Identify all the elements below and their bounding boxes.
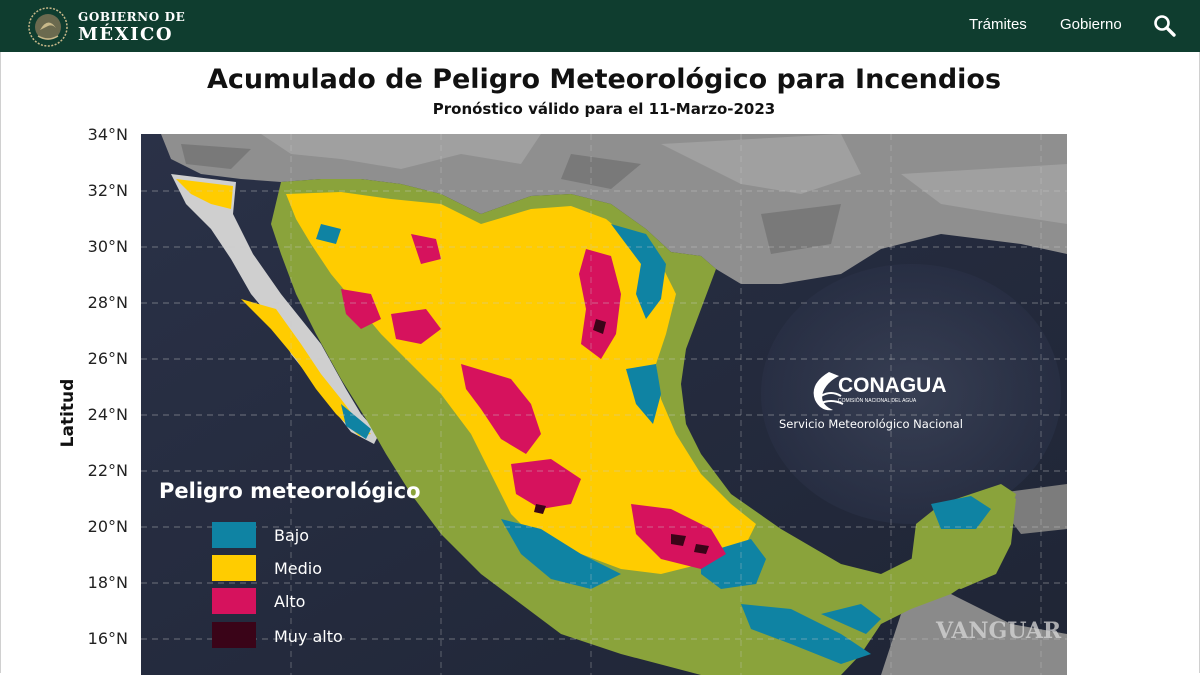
conagua-name: CONAGUA <box>838 374 947 397</box>
lat-tick-16: 16°N <box>87 629 128 648</box>
legend-label-medio: Medio <box>274 559 322 578</box>
fire-danger-map: CONAGUA COMISIÓN NACIONAL DEL AGUA Servi… <box>141 134 1067 675</box>
conagua-tagline: COMISIÓN NACIONAL DEL AGUA <box>838 397 917 404</box>
lat-tick-28: 28°N <box>87 293 128 312</box>
brand-line-2: MÉXICO <box>78 24 174 45</box>
usa-dark-texture <box>181 144 841 254</box>
legend-label-alto: Alto <box>274 592 305 611</box>
brand-line-1: GOBIERNO DE <box>78 10 186 24</box>
longitude-gridlines <box>290 134 1042 675</box>
legend-swatch-muy-alto <box>212 622 256 648</box>
lat-tick-18: 18°N <box>87 573 128 592</box>
legend: Peligro meteorológico Bajo Medio Alto Mu… <box>159 479 421 648</box>
gov-header: GOBIERNO DE MÉXICO Trámites Gobierno <box>0 0 1200 52</box>
nav-tramites[interactable]: Trámites <box>969 16 1027 33</box>
search-icon[interactable] <box>1152 13 1178 39</box>
map-subtitle: Pronóstico válido para el 11-Marzo-2023 <box>432 100 776 118</box>
map-title: Acumulado de Peligro Meteorológico para … <box>206 64 1002 95</box>
lat-tick-30: 30°N <box>87 237 128 256</box>
lat-tick-34: 34°N <box>87 125 128 144</box>
mexico-coat-of-arms-logo[interactable] <box>26 6 70 48</box>
watermark: VANGUAR <box>935 618 1062 644</box>
gulf-of-mexico <box>761 264 1061 524</box>
legend-swatch-alto <box>212 588 256 614</box>
legend-label-bajo: Bajo <box>274 526 309 545</box>
lat-tick-24: 24°N <box>87 405 128 424</box>
lat-tick-22: 22°N <box>87 461 128 480</box>
latitude-gridlines <box>141 190 1067 640</box>
muy-alto-zones <box>534 319 709 554</box>
lat-tick-20: 20°N <box>87 517 128 536</box>
conagua-logo: CONAGUA COMISIÓN NACIONAL DEL AGUA Servi… <box>779 372 963 431</box>
baja-bajo-zone <box>341 404 371 439</box>
gov-brand[interactable]: GOBIERNO DE MÉXICO <box>78 9 185 45</box>
central-america-land <box>881 589 1067 675</box>
lat-tick-32: 32°N <box>87 181 128 200</box>
nav-gobierno[interactable]: Gobierno <box>1060 16 1122 33</box>
usa-texture <box>261 134 1067 224</box>
legend-swatch-medio <box>212 555 256 581</box>
lat-tick-26: 26°N <box>87 349 128 368</box>
smn-label: Servicio Meteorológico Nacional <box>779 417 963 431</box>
legend-label-muy-alto: Muy alto <box>274 627 343 646</box>
legend-swatch-bajo <box>212 522 256 548</box>
legend-title: Peligro meteorológico <box>159 479 421 503</box>
